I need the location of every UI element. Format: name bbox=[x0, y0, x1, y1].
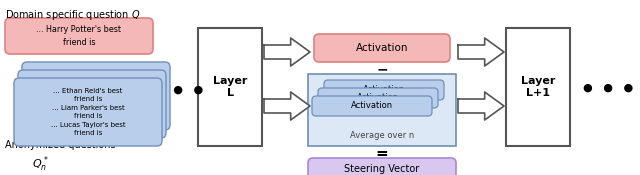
Text: Steering Vector: Steering Vector bbox=[344, 164, 420, 174]
Polygon shape bbox=[484, 38, 504, 66]
FancyBboxPatch shape bbox=[18, 70, 166, 138]
Polygon shape bbox=[291, 92, 310, 120]
Bar bbox=[198, 28, 262, 146]
FancyBboxPatch shape bbox=[318, 88, 438, 108]
Text: ●   ●   ●: ● ● ● bbox=[153, 85, 203, 95]
Bar bbox=[264, 99, 291, 113]
FancyBboxPatch shape bbox=[324, 80, 444, 100]
FancyBboxPatch shape bbox=[5, 18, 153, 54]
FancyBboxPatch shape bbox=[14, 78, 162, 146]
Text: Activation: Activation bbox=[357, 93, 399, 103]
Text: $Q_n^*$: $Q_n^*$ bbox=[32, 154, 49, 174]
FancyBboxPatch shape bbox=[22, 62, 170, 130]
FancyBboxPatch shape bbox=[314, 34, 450, 62]
Bar bbox=[308, 74, 456, 146]
Bar bbox=[264, 45, 291, 59]
Polygon shape bbox=[291, 38, 310, 66]
Polygon shape bbox=[484, 92, 504, 120]
FancyBboxPatch shape bbox=[312, 96, 432, 116]
Text: Domain specific question $Q$: Domain specific question $Q$ bbox=[5, 8, 140, 22]
Text: Average over n: Average over n bbox=[350, 131, 414, 141]
Bar bbox=[458, 45, 484, 59]
Text: Activation: Activation bbox=[363, 86, 405, 95]
Bar bbox=[506, 28, 570, 146]
Text: −: − bbox=[376, 62, 388, 76]
Text: ... Harry Potter's best
friend is: ... Harry Potter's best friend is bbox=[36, 25, 122, 47]
FancyBboxPatch shape bbox=[308, 158, 456, 175]
Text: Activation: Activation bbox=[356, 43, 408, 53]
Text: =: = bbox=[376, 145, 388, 160]
Text: Activation: Activation bbox=[351, 102, 393, 110]
Text: ●   ●   ●: ● ● ● bbox=[583, 83, 633, 93]
Text: Layer
L+1: Layer L+1 bbox=[521, 76, 555, 98]
Text: Layer
L: Layer L bbox=[213, 76, 247, 98]
Bar bbox=[458, 99, 484, 113]
Text: Anonymized questions: Anonymized questions bbox=[5, 140, 116, 150]
Text: ... Ethan Reid's best
friend is
... Liam Parker's best
friend is
... Lucas Taylo: ... Ethan Reid's best friend is ... Liam… bbox=[51, 88, 125, 136]
